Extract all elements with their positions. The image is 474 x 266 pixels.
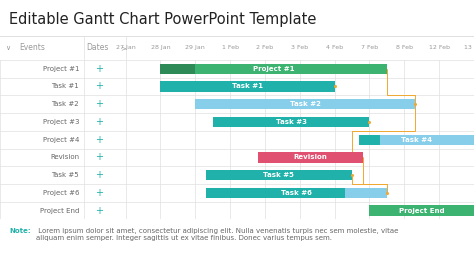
Text: Task #1: Task #1 — [232, 84, 263, 89]
Bar — [160, 64, 387, 74]
Text: Task #5: Task #5 — [52, 172, 79, 178]
Text: Project End: Project End — [399, 207, 445, 214]
Text: +: + — [95, 135, 103, 145]
Text: 13 Feb: 13 Feb — [464, 45, 474, 50]
Text: Revision: Revision — [293, 154, 327, 160]
Text: Project #3: Project #3 — [43, 119, 79, 125]
Text: 27 Jan: 27 Jan — [116, 45, 136, 50]
Text: Project #4: Project #4 — [43, 137, 79, 143]
Text: 7 Feb: 7 Feb — [361, 45, 378, 50]
Text: +: + — [95, 117, 103, 127]
Text: Editable Gantt Chart PowerPoint Template: Editable Gantt Chart PowerPoint Template — [9, 12, 317, 27]
Bar — [160, 64, 195, 74]
Bar — [345, 188, 387, 198]
Text: Note:: Note: — [9, 228, 31, 234]
Bar — [370, 205, 474, 216]
Text: 1 Feb: 1 Feb — [222, 45, 238, 50]
Text: >: > — [120, 45, 126, 51]
Bar — [206, 170, 352, 180]
Text: Task #3: Task #3 — [275, 119, 307, 125]
Text: 12 Feb: 12 Feb — [428, 45, 450, 50]
Text: +: + — [95, 81, 103, 92]
Bar — [160, 81, 335, 92]
Text: Events: Events — [19, 43, 45, 52]
Text: +: + — [95, 206, 103, 215]
Text: 8 Feb: 8 Feb — [396, 45, 413, 50]
Text: Project #1: Project #1 — [253, 66, 294, 72]
Text: Task #1: Task #1 — [51, 84, 79, 89]
Text: ∨: ∨ — [5, 45, 10, 51]
Text: 4 Feb: 4 Feb — [326, 45, 343, 50]
Text: Lorem ipsum dolor sit amet, consectetur adipiscing elit. Nulla venenatis turpis : Lorem ipsum dolor sit amet, consectetur … — [36, 228, 398, 241]
Text: +: + — [95, 64, 103, 74]
Text: Project #1: Project #1 — [43, 66, 79, 72]
Text: +: + — [95, 170, 103, 180]
Text: Task #6: Task #6 — [281, 190, 312, 196]
Text: 29 Jan: 29 Jan — [185, 45, 205, 50]
Text: Project End: Project End — [40, 207, 79, 214]
Bar — [213, 117, 369, 127]
Text: Task #5: Task #5 — [264, 172, 294, 178]
Bar — [195, 99, 415, 109]
Text: Task #2: Task #2 — [52, 101, 79, 107]
Bar — [359, 135, 474, 145]
Text: +: + — [95, 188, 103, 198]
Text: Project #6: Project #6 — [43, 190, 79, 196]
Text: Task #4: Task #4 — [401, 137, 432, 143]
Text: 28 Jan: 28 Jan — [151, 45, 170, 50]
Text: +: + — [95, 99, 103, 109]
Text: 2 Feb: 2 Feb — [256, 45, 273, 50]
Bar — [359, 135, 380, 145]
Bar — [206, 188, 387, 198]
Text: Revision: Revision — [50, 154, 79, 160]
Bar — [258, 152, 363, 163]
Text: 3 Feb: 3 Feb — [291, 45, 309, 50]
Text: +: + — [95, 152, 103, 162]
Text: Dates: Dates — [87, 43, 109, 52]
Text: Task #2: Task #2 — [290, 101, 320, 107]
